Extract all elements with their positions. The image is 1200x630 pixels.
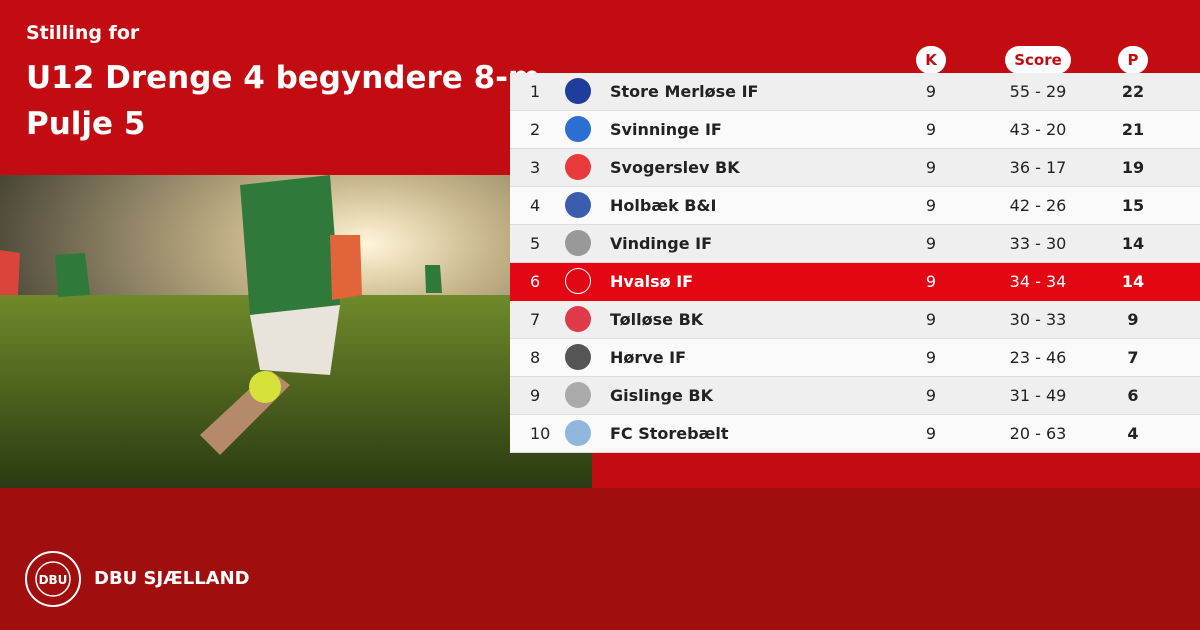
score: 34 - 34 (1009, 272, 1067, 291)
table-row: 6 Hvalsø IF 9 34 - 34 14 (510, 263, 1200, 301)
rank: 8 (530, 348, 541, 367)
matches: 9 (925, 120, 937, 139)
score: 55 - 29 (1009, 82, 1067, 101)
team-logo (565, 230, 591, 256)
column-header: P (1118, 46, 1148, 74)
subtitle: Stilling for (26, 22, 140, 44)
rank: 4 (530, 196, 541, 215)
table-row: 4 Holbæk B&I 9 42 - 26 15 (510, 187, 1200, 225)
svg-text:DBU: DBU (39, 573, 68, 587)
score: 33 - 30 (1009, 234, 1067, 253)
score: 23 - 46 (1009, 348, 1067, 367)
team-name: Svogerslev BK (610, 158, 740, 177)
table-row: 7 Tølløse BK 9 30 - 33 9 (510, 301, 1200, 339)
team-logo (565, 268, 591, 294)
points: 7 (1127, 348, 1139, 367)
points: 14 (1121, 272, 1145, 291)
photo (0, 175, 592, 488)
table-row: 10 FC Storebælt 9 20 - 63 4 (510, 415, 1200, 453)
score: 30 - 33 (1009, 310, 1067, 329)
score: 43 - 20 (1009, 120, 1067, 139)
score: 20 - 63 (1009, 424, 1067, 443)
points: 22 (1121, 82, 1145, 101)
team-name: Hørve IF (610, 348, 687, 367)
rank: 7 (530, 310, 541, 329)
matches: 9 (925, 310, 937, 329)
team-logo (565, 420, 591, 446)
standings-table: 1 Store Merløse IF 9 55 - 29 22 2 Svinninge IF… (510, 73, 1200, 453)
table-row: 3 Svogerslev BK 9 36 - 17 19 (510, 149, 1200, 187)
matches: 9 (925, 272, 937, 291)
score: 36 - 17 (1009, 158, 1067, 177)
rank: 1 (530, 82, 541, 101)
points: 14 (1121, 234, 1145, 253)
rank: 2 (530, 120, 541, 139)
rank: 10 (530, 424, 551, 443)
matches: 9 (925, 424, 937, 443)
points: 4 (1127, 424, 1139, 443)
title: U12 Drenge 4 begyndere 8-m. (26, 60, 553, 96)
footer-band (0, 488, 1200, 630)
team-name: Svinninge IF (610, 120, 722, 139)
column-header: Score (1005, 46, 1071, 74)
rank: 5 (530, 234, 541, 253)
matches: 9 (925, 348, 937, 367)
matches: 9 (925, 82, 937, 101)
team-logo (565, 344, 591, 370)
pool: Pulje 5 (26, 106, 146, 142)
team-name: Gislinge BK (610, 386, 713, 405)
brand: DBU SJÆLLAND (94, 568, 250, 589)
rank: 6 (530, 272, 541, 291)
team-logo (565, 306, 591, 332)
points: 15 (1121, 196, 1145, 215)
points: 9 (1127, 310, 1139, 329)
table-row: 5 Vindinge IF 9 33 - 30 14 (510, 225, 1200, 263)
table-row: 9 Gislinge BK 9 31 - 49 6 (510, 377, 1200, 415)
points: 19 (1121, 158, 1145, 177)
team-name: Store Merløse IF (610, 82, 759, 101)
matches: 9 (925, 386, 937, 405)
score: 31 - 49 (1009, 386, 1067, 405)
team-logo (565, 154, 591, 180)
team-name: Holbæk B&I (610, 196, 717, 215)
team-logo (565, 78, 591, 104)
team-logo (565, 382, 591, 408)
table-row: 8 Hørve IF 9 23 - 46 7 (510, 339, 1200, 377)
matches: 9 (925, 196, 937, 215)
team-name: Tølløse BK (610, 310, 704, 329)
dbu-logo: DBU (25, 551, 81, 607)
rank: 9 (530, 386, 541, 405)
team-logo (565, 116, 591, 142)
column-header: K (916, 46, 946, 74)
points: 6 (1127, 386, 1139, 405)
table-row: 1 Store Merløse IF 9 55 - 29 22 (510, 73, 1200, 111)
matches: 9 (925, 158, 937, 177)
points: 21 (1121, 120, 1145, 139)
team-name: Hvalsø IF (610, 272, 694, 291)
team-name: Vindinge IF (610, 234, 713, 253)
matches: 9 (925, 234, 937, 253)
table-row: 2 Svinninge IF 9 43 - 20 21 (510, 111, 1200, 149)
rank: 3 (530, 158, 541, 177)
team-logo (565, 192, 591, 218)
team-name: FC Storebælt (610, 424, 729, 443)
score: 42 - 26 (1009, 196, 1067, 215)
